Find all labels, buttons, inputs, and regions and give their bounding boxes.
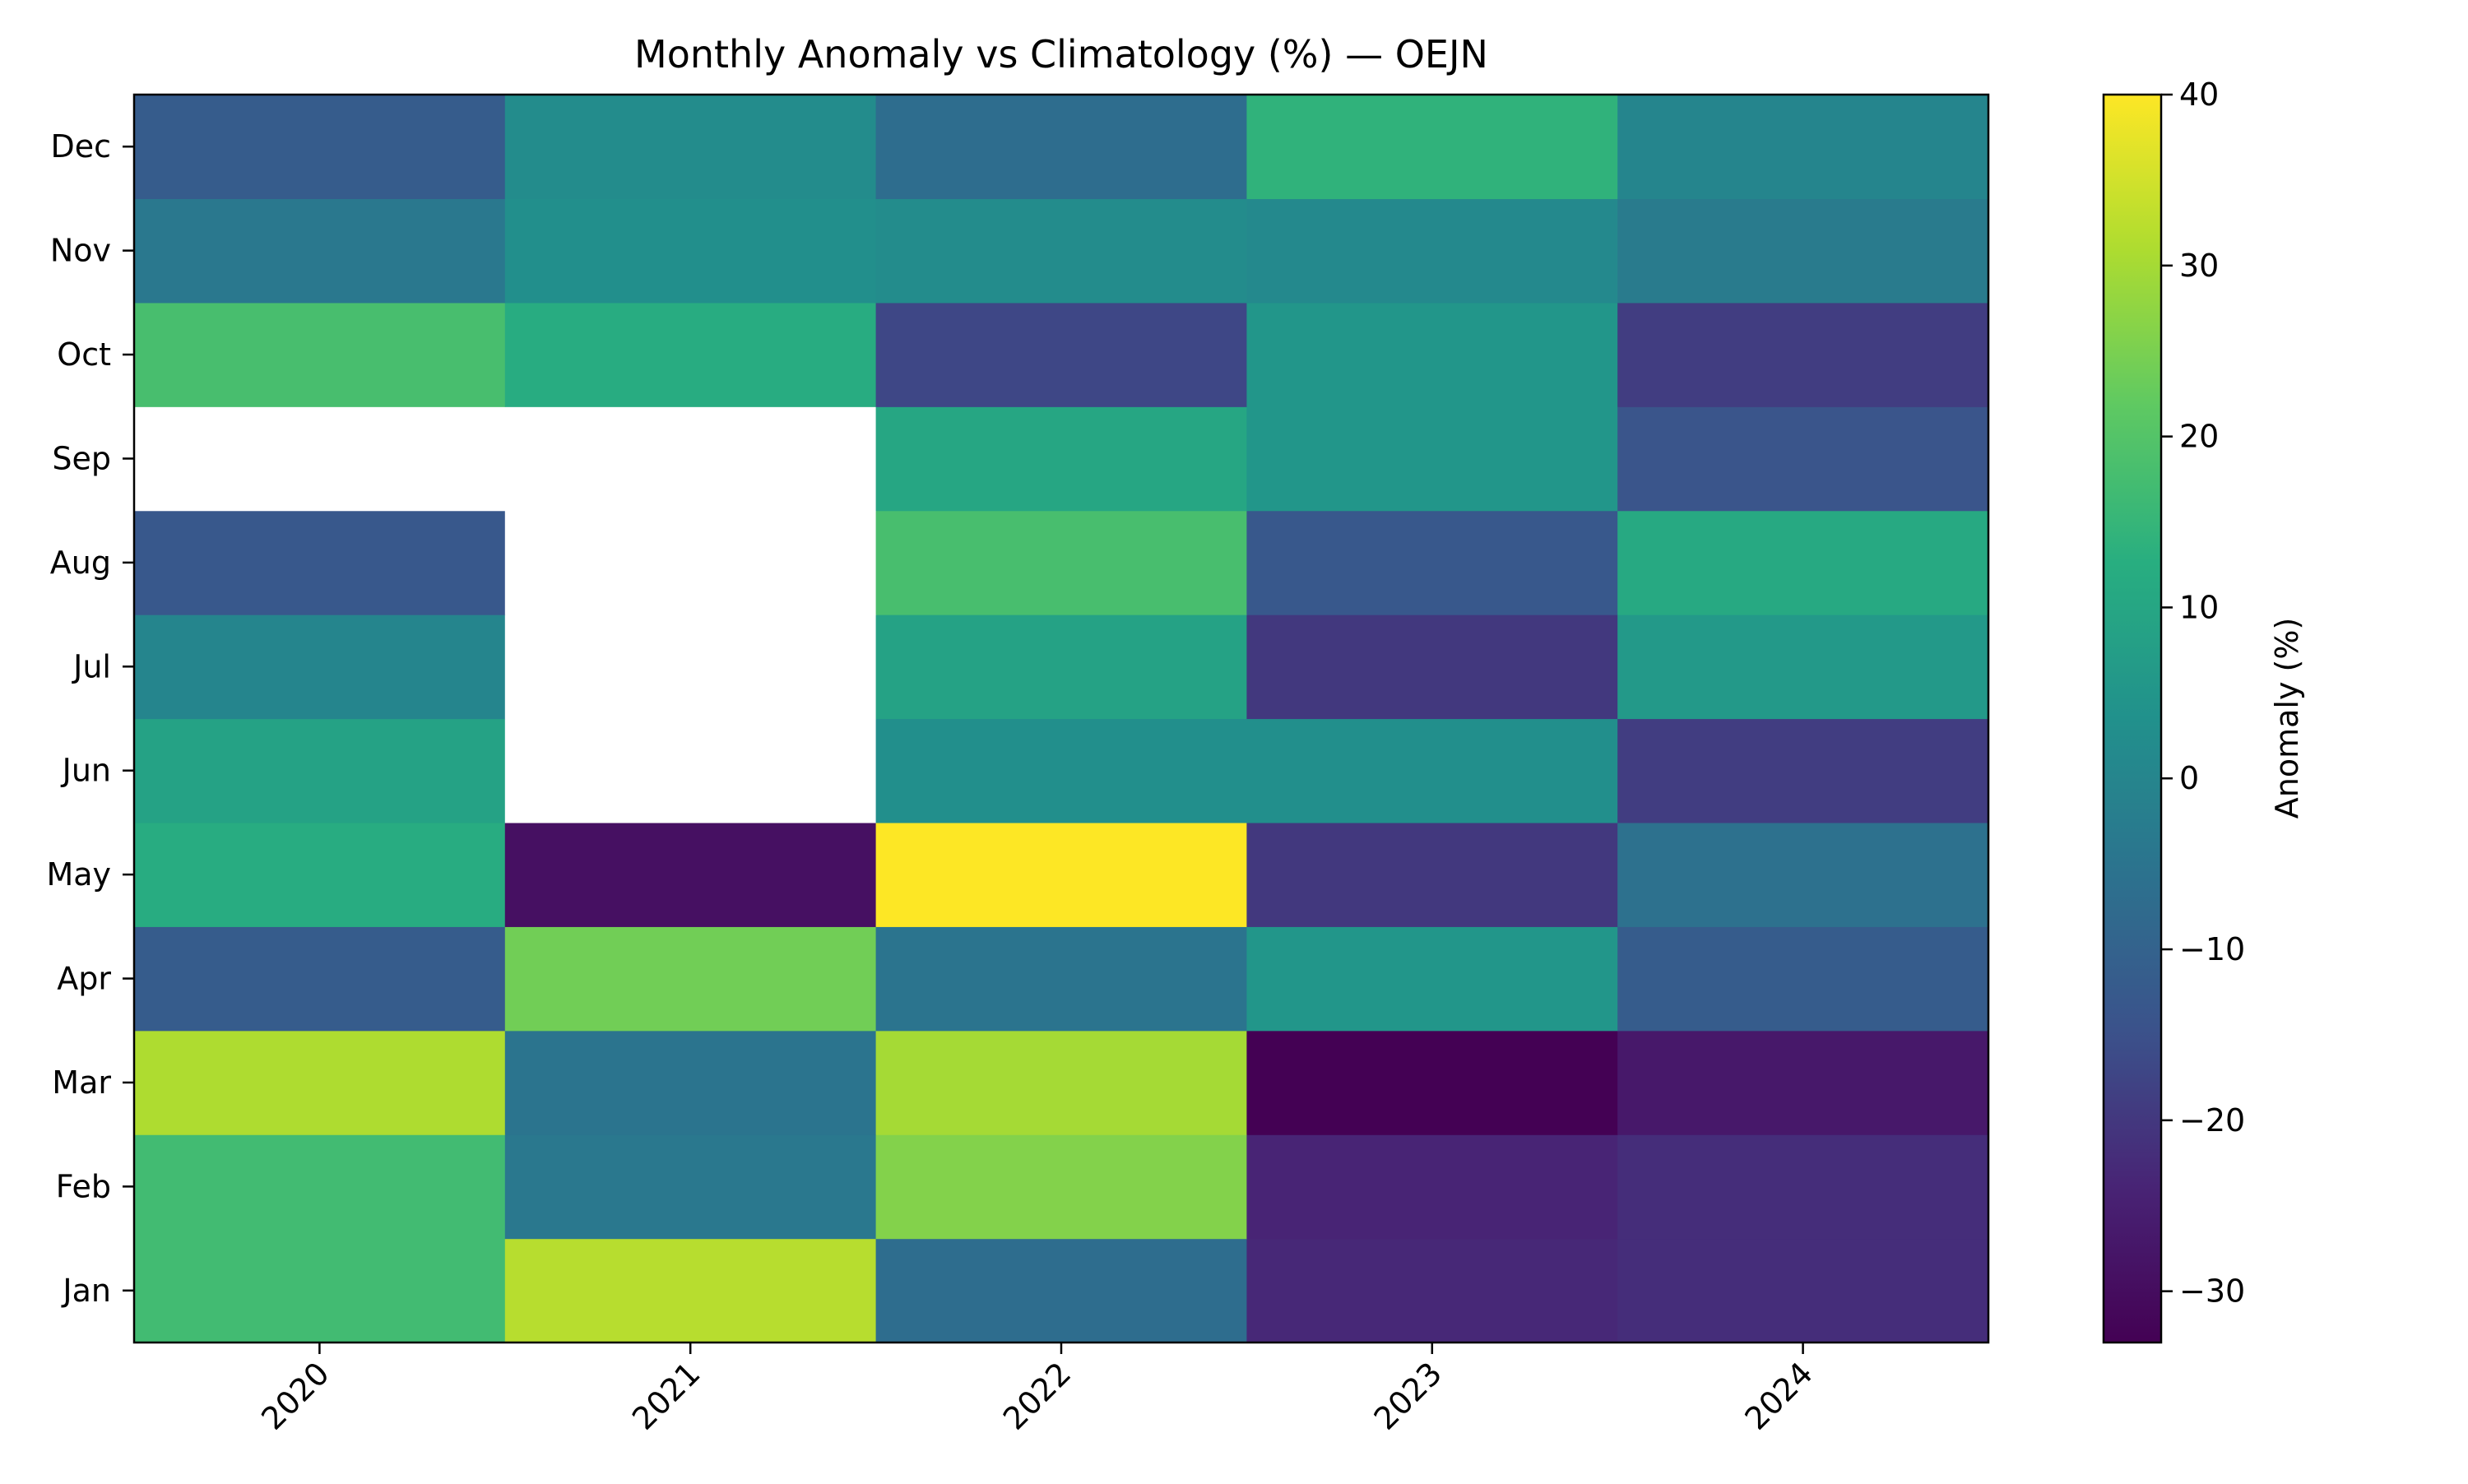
- heatmap-cell: [1617, 1238, 1989, 1343]
- colorbar-tick-label: −30: [2179, 1273, 2245, 1310]
- colorbar-tick-label: 0: [2179, 760, 2199, 796]
- heatmap-cell: [504, 406, 877, 512]
- heatmap-cell: [1246, 926, 1618, 1032]
- heatmap-cell: [134, 510, 506, 615]
- colorbar-gradient: [2104, 95, 2161, 1343]
- heatmap-cell: [875, 302, 1247, 407]
- heatmap-cell: [134, 95, 506, 200]
- colorbar-tick-label: 10: [2179, 589, 2219, 625]
- heatmap-cell: [134, 198, 506, 304]
- y-tick-label: Mar: [52, 1064, 111, 1101]
- heatmap-cell: [1617, 198, 1989, 304]
- heatmap-cell: [875, 1030, 1247, 1135]
- chart-title: Monthly Anomaly vs Climatology (%) — OEJ…: [634, 32, 1488, 77]
- heatmap-cell: [1617, 926, 1989, 1032]
- heatmap-cell: [1617, 614, 1989, 720]
- heatmap-cell: [504, 926, 877, 1032]
- heatmap-cell: [504, 95, 877, 200]
- heatmap-cell: [875, 198, 1247, 304]
- heatmap-cell: [504, 302, 877, 407]
- heatmap-cell: [504, 718, 877, 823]
- heatmap-cell: [875, 822, 1247, 927]
- heatmap-cell: [134, 406, 506, 512]
- y-tick-label: Sep: [52, 440, 111, 476]
- x-tick-label: 2020: [254, 1355, 336, 1437]
- y-tick-label: Jul: [72, 648, 111, 684]
- colorbar-label: Anomaly (%): [2269, 618, 2305, 819]
- heatmap-cell: [875, 1238, 1247, 1343]
- colorbar-tick-label: −10: [2179, 931, 2245, 967]
- y-tick-label: Oct: [57, 336, 111, 373]
- heatmap-cell: [1246, 302, 1618, 407]
- x-tick-label: 2022: [996, 1355, 1079, 1437]
- heatmap-cell: [1246, 1238, 1618, 1343]
- heatmap-cell: [875, 95, 1247, 200]
- heatmap-cell: [1246, 822, 1618, 927]
- colorbar-tick-label: 30: [2179, 248, 2219, 284]
- heatmap-cell: [875, 1134, 1247, 1240]
- colorbar-tick-label: 20: [2179, 419, 2219, 455]
- heatmap-cell: [134, 1238, 506, 1343]
- y-tick-label: Jan: [61, 1273, 111, 1309]
- heatmap-cell: [504, 1030, 877, 1135]
- heatmap-cell: [1246, 1030, 1618, 1135]
- colorbar-tick-label: 40: [2179, 77, 2219, 113]
- heatmap-cell: [134, 302, 506, 407]
- heatmap-cell: [134, 1134, 506, 1240]
- y-tick-label: Nov: [50, 233, 111, 269]
- x-tick-label: 2021: [625, 1355, 707, 1437]
- heatmap-cell: [1617, 406, 1989, 512]
- y-tick-label: May: [46, 856, 111, 893]
- heatmap-cell: [1246, 510, 1618, 615]
- heatmap-cell: [1617, 95, 1989, 200]
- heatmap-cell: [1617, 1030, 1989, 1135]
- heatmap-cell: [1246, 198, 1618, 304]
- heatmap-cell: [1617, 510, 1989, 615]
- heatmap-cell: [1246, 1134, 1618, 1240]
- heatmap-cell: [875, 510, 1247, 615]
- heatmap-cell: [1617, 1134, 1989, 1240]
- heatmap-cell: [134, 926, 506, 1032]
- heatmap-cell: [1246, 406, 1618, 512]
- heatmap-cell: [875, 614, 1247, 720]
- heatmap-cell: [1617, 718, 1989, 823]
- heatmap-cell: [1246, 95, 1618, 200]
- y-tick-label: Aug: [50, 545, 111, 581]
- heatmap-cell: [504, 822, 877, 927]
- y-tick-label: Feb: [56, 1168, 111, 1204]
- heatmap-cell: [875, 718, 1247, 823]
- heatmap-cell: [504, 1238, 877, 1343]
- heatmap-cells: [134, 95, 1989, 1343]
- heatmap-cell: [134, 1030, 506, 1135]
- colorbar-frame: [2102, 93, 2163, 1344]
- y-tick-label: Apr: [57, 961, 111, 997]
- heatmap-cell: [504, 1134, 877, 1240]
- heatmap-cell: [1246, 718, 1618, 823]
- heatmap-cell: [504, 614, 877, 720]
- x-axis: 2020 2021 2022 2023 2024: [254, 1343, 1820, 1437]
- heatmap-cell: [134, 614, 506, 720]
- heatmap-cell: [1617, 302, 1989, 407]
- y-tick-label: Jun: [61, 753, 111, 789]
- heatmap-cell: [134, 822, 506, 927]
- heatmap-cell: [504, 198, 877, 304]
- y-tick-label: Dec: [50, 128, 111, 165]
- colorbar-tick-label: −20: [2179, 1102, 2245, 1139]
- heatmap-cell: [1617, 822, 1989, 927]
- x-tick-label: 2023: [1367, 1355, 1450, 1437]
- y-axis: Jan Feb Mar Apr May Jun Jul Aug Sep Oct Nov Dec: [46, 128, 134, 1309]
- heatmap-cell: [875, 926, 1247, 1032]
- heatmap-cell: [1246, 614, 1618, 720]
- x-tick-label: 2024: [1737, 1355, 1820, 1437]
- heatmap-cell: [504, 510, 877, 615]
- heatmap-cell: [875, 406, 1247, 512]
- colorbar: −30 −20 −10 0 10 20 30 40: [2102, 77, 2245, 1344]
- heatmap-cell: [134, 718, 506, 823]
